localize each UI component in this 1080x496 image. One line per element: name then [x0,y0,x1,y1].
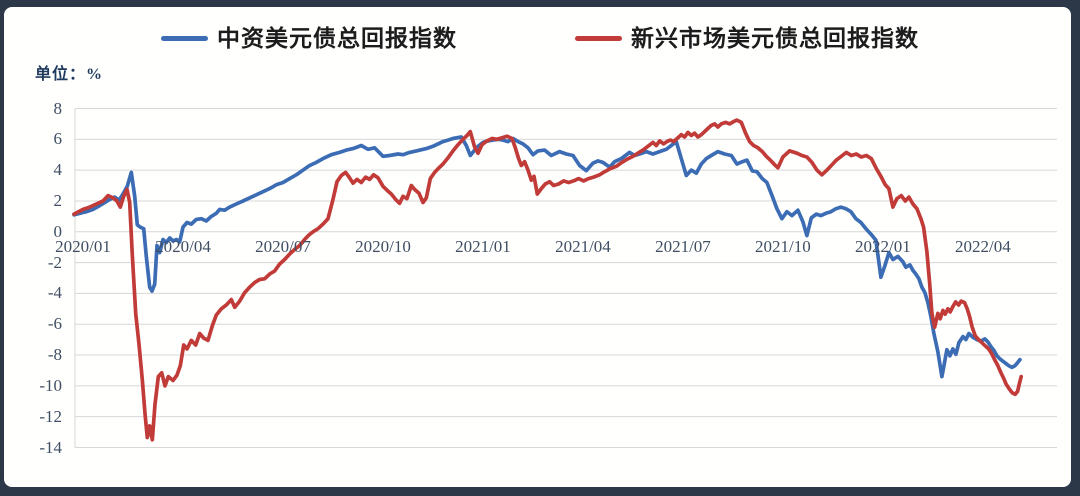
y-tick-label: 0 [53,221,63,241]
y-tick-label: -8 [47,345,62,365]
x-tick-label: 2020/04 [155,236,211,256]
legend-label: 中资美元债总回报指数 [217,26,457,51]
legend-item-china-usd-bond: 中资美元债总回报指数 [161,26,457,51]
y-tick-label: -2 [47,252,62,272]
y-tick-label: -10 [39,375,62,395]
chart-card [4,7,1071,487]
legend-label: 新兴市场美元债总回报指数 [631,26,919,51]
x-tick-label: 2021/04 [555,236,611,256]
x-tick-label: 2021/07 [655,236,711,256]
y-tick-label: 4 [53,160,63,180]
y-tick-label: -6 [47,314,62,334]
y-tick-label: -4 [47,283,62,303]
x-tick-label: 2020/01 [55,236,111,256]
x-tick-label: 2022/01 [855,236,911,256]
series-line-em-usd-bond [72,118,1024,442]
x-tick-label: 2021/10 [755,236,811,256]
legend-item-em-usd-bond: 新兴市场美元债总回报指数 [575,26,919,51]
red-line-swatch [575,36,622,42]
y-tick-label: 2 [53,190,63,210]
x-tick-label: 2022/04 [955,236,1011,256]
y-tick-label: -12 [39,406,62,426]
x-tick-label: 2020/07 [255,236,311,256]
unit-label: 单位：% [35,66,104,83]
blue-line-swatch [161,36,208,42]
y-tick-label: 6 [53,129,63,149]
y-tick-label: -14 [39,437,62,457]
y-tick-label: 8 [53,98,63,118]
x-tick-label: 2020/10 [355,236,411,256]
series-line-china-usd-bond [72,135,1022,379]
x-tick-label: 2021/01 [455,236,511,256]
legend: 中资美元债总回报指数 新兴市场美元债总回报指数 [0,26,1080,51]
